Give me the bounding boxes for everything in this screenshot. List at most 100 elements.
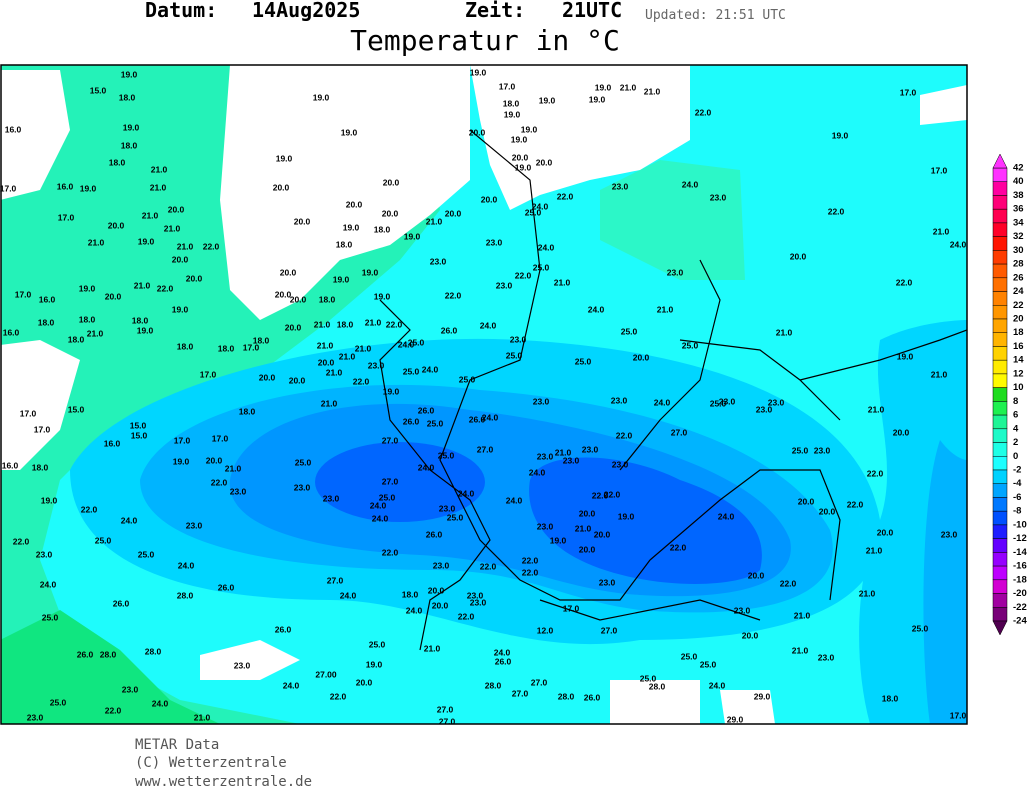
station-value: 29.0 [727, 714, 744, 724]
station-value: 24.0 [40, 579, 57, 589]
station-value: 20.0 [790, 251, 807, 261]
station-value: 24.0 [529, 467, 546, 477]
station-value: 21.0 [426, 216, 443, 226]
station-value: 21.0 [555, 447, 572, 457]
date-label: Datum: [145, 0, 217, 22]
station-value: 20.0 [536, 157, 553, 167]
station-value: 19.0 [897, 351, 914, 361]
station-value: 19.0 [343, 222, 360, 232]
station-value: 21.0 [644, 86, 661, 96]
legend-arrow-top [992, 153, 1008, 169]
station-value: 21.0 [866, 545, 883, 555]
station-value: 25.0 [459, 374, 476, 384]
legend-label: -16 [1013, 561, 1027, 572]
legend-swatch [992, 373, 1008, 388]
legend-swatch [992, 291, 1008, 306]
legend-label: 42 [1013, 163, 1024, 174]
station-value: 24.0 [718, 511, 735, 521]
legend-label: 24 [1013, 286, 1024, 297]
legend-label: 6 [1013, 410, 1018, 421]
station-value: 23.0 [756, 404, 773, 414]
station-value: 15.0 [68, 404, 85, 414]
station-value: 20.0 [819, 506, 836, 516]
footer-line: www.wetterzentrale.de [135, 774, 312, 787]
station-value: 26.0 [275, 624, 292, 634]
station-value: 24.0 [482, 412, 499, 422]
station-value: 23.0 [719, 396, 736, 406]
station-value: 18.0 [882, 693, 899, 703]
station-value: 19.0 [589, 94, 606, 104]
station-value: 20.0 [346, 199, 363, 209]
station-value: 23.0 [467, 590, 484, 600]
station-value: 26.0 [113, 598, 130, 608]
station-value: 25.0 [50, 697, 67, 707]
station-value: 21.0 [194, 712, 211, 722]
station-value: 22.0 [203, 241, 220, 251]
station-value: 20.0 [579, 508, 596, 518]
station-value: 20.0 [512, 152, 529, 162]
station-value: 22.0 [896, 277, 913, 287]
station-value: 26.0 [469, 414, 486, 424]
station-value: 24.0 [422, 364, 439, 374]
legend-label: 32 [1013, 231, 1024, 242]
station-value: 21.0 [142, 210, 159, 220]
station-value: 20.0 [445, 208, 462, 218]
station-value: 20.0 [290, 294, 307, 304]
station-value: 25.0 [138, 549, 155, 559]
station-value: 18.0 [79, 314, 96, 324]
station-value: 29.0 [754, 691, 771, 701]
station-value: 17.0 [950, 710, 967, 720]
station-value: 17.0 [0, 183, 17, 193]
station-value: 18.0 [336, 239, 353, 249]
station-value: 28.0 [558, 691, 575, 701]
station-value: 19.0 [539, 95, 556, 105]
station-value: 23.0 [814, 445, 831, 455]
station-value: 22.0 [604, 489, 621, 499]
updated: Updated: 21:51 UTC [645, 8, 786, 23]
station-value: 18.0 [239, 406, 256, 416]
station-value: 22.0 [480, 561, 497, 571]
station-value: 21.0 [933, 226, 950, 236]
legend-label: -14 [1013, 547, 1027, 558]
station-value: 20.0 [748, 570, 765, 580]
legend-swatch [992, 538, 1008, 553]
core-west [315, 442, 485, 522]
station-value: 27.0 [327, 575, 344, 585]
borders [379, 129, 967, 651]
station-value: 24.0 [709, 680, 726, 690]
station-value: 22.0 [847, 499, 864, 509]
station-value: 17.0 [58, 212, 75, 222]
legend-swatch [992, 181, 1008, 196]
legend-label: 36 [1013, 204, 1024, 215]
station-value: 21.0 [620, 82, 637, 92]
station-value: 24.0 [532, 201, 549, 211]
station-value: 21.0 [575, 523, 592, 533]
station-value: 17.0 [34, 424, 51, 434]
station-value: 25.0 [295, 457, 312, 467]
station-value: 18.0 [218, 343, 235, 353]
station-value: 25.0 [438, 450, 455, 460]
station-value: 23.0 [122, 684, 139, 694]
legend-swatch [992, 318, 1008, 333]
station-value: 21.0 [87, 328, 104, 338]
station-value: 19.0 [138, 236, 155, 246]
legend-swatch [992, 401, 1008, 416]
legend-swatch [992, 442, 1008, 457]
station-value: 21.0 [792, 645, 809, 655]
station-value: 21.0 [134, 280, 151, 290]
station-value: 28.0 [100, 649, 117, 659]
legend-label: -6 [1013, 492, 1021, 503]
station-value: 24.0 [950, 239, 967, 249]
legend-label: 28 [1013, 259, 1024, 270]
legend-swatch [992, 359, 1008, 375]
station-value: 19.0 [333, 274, 350, 284]
station-value: 24.0 [506, 495, 523, 505]
station-value: 21.0 [177, 241, 194, 251]
station-value: 24.0 [458, 488, 475, 498]
station-value: 23.0 [510, 334, 527, 344]
station-value: 26.0 [418, 405, 435, 415]
station-value: 21.0 [355, 343, 372, 353]
station-value: 17.0 [200, 369, 217, 379]
station-value: 18.0 [253, 335, 270, 345]
station-value: 23.0 [470, 597, 487, 607]
